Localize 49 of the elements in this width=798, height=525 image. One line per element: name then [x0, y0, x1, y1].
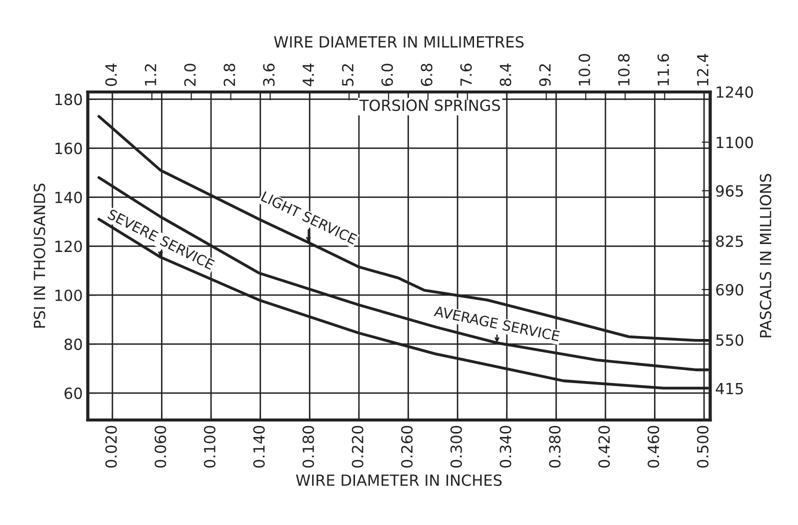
y-tick-label: 60 — [64, 388, 82, 400]
x2-tick-label: 6.8 — [420, 64, 432, 86]
y-tick-label: 140 — [55, 192, 82, 204]
text: AVERAGE SERVICE — [434, 306, 560, 342]
y2-tick-label: 415 — [716, 383, 743, 394]
x2-axis-title: WIRE DIAMETER IN MILLIMETRES — [274, 36, 524, 48]
x-tick-label: 0.260 — [401, 426, 413, 468]
x-tick-label: 0.460 — [648, 426, 660, 468]
x2-tick-label: 1.2 — [144, 64, 156, 86]
y2-tick-label: 690 — [716, 284, 744, 296]
x-tick-label: 0.420 — [598, 426, 610, 468]
chart-title: TORSION SPRINGS — [359, 100, 500, 112]
y2-tick-label: 1240 — [716, 86, 753, 98]
y2-tick-label: 825 — [716, 235, 743, 248]
x2-tick-label: 2.0 — [184, 64, 196, 86]
x2-tick-label: 3.6 — [263, 64, 275, 86]
x2-tick-label: 8.4 — [500, 64, 512, 86]
x2-tick-label: 7.6 — [460, 64, 472, 86]
y2-axis-title: PASCALS IN MILLIONS — [760, 174, 772, 338]
x-tick-label: 0.500 — [696, 426, 708, 468]
x-tick-label: 0.300 — [450, 426, 462, 468]
y2-tick-label: 550 — [716, 334, 744, 346]
x2-tick-label: 5.2 — [342, 64, 354, 86]
y-tick-label: 160 — [55, 142, 82, 154]
x-tick-label: 0.340 — [500, 426, 512, 468]
y-tick-label: 120 — [55, 240, 82, 252]
x-tick-label: 0.140 — [253, 426, 265, 468]
x-tick-label: 0.100 — [204, 426, 216, 468]
x2-tick-label: 0.4 — [105, 64, 117, 86]
x2-tick-label: 10.8 — [618, 54, 630, 86]
x-tick-label: 0.060 — [154, 426, 166, 468]
y2-tick-label: 1100 — [716, 136, 753, 148]
x2-tick-label: 6.0 — [381, 64, 393, 86]
x2-tick-label: 12.4 — [696, 54, 708, 86]
y-tick-label: 100 — [55, 290, 82, 302]
x-tick-label: 0.180 — [302, 426, 314, 468]
x2-tick-label: 10.0 — [578, 54, 590, 86]
x-tick-label: 0.220 — [352, 426, 364, 468]
x2-tick-label: 9.2 — [539, 64, 551, 86]
x2-tick-label: 11.6 — [657, 54, 670, 86]
x2-tick-label: 2.8 — [224, 64, 236, 86]
y2-tick-label: 965 — [716, 185, 743, 197]
x-tick-label: 0.380 — [549, 426, 561, 468]
y-tick-label: 180 — [55, 94, 82, 106]
x-axis-title: WIRE DIAMETER IN INCHES — [296, 474, 502, 486]
y-axis-title: PSI IN THOUSANDS — [34, 184, 46, 328]
x2-tick-label: 4.4 — [302, 64, 314, 86]
x-tick-label: 0.020 — [105, 426, 117, 468]
y-tick-label: 80 — [64, 338, 82, 350]
